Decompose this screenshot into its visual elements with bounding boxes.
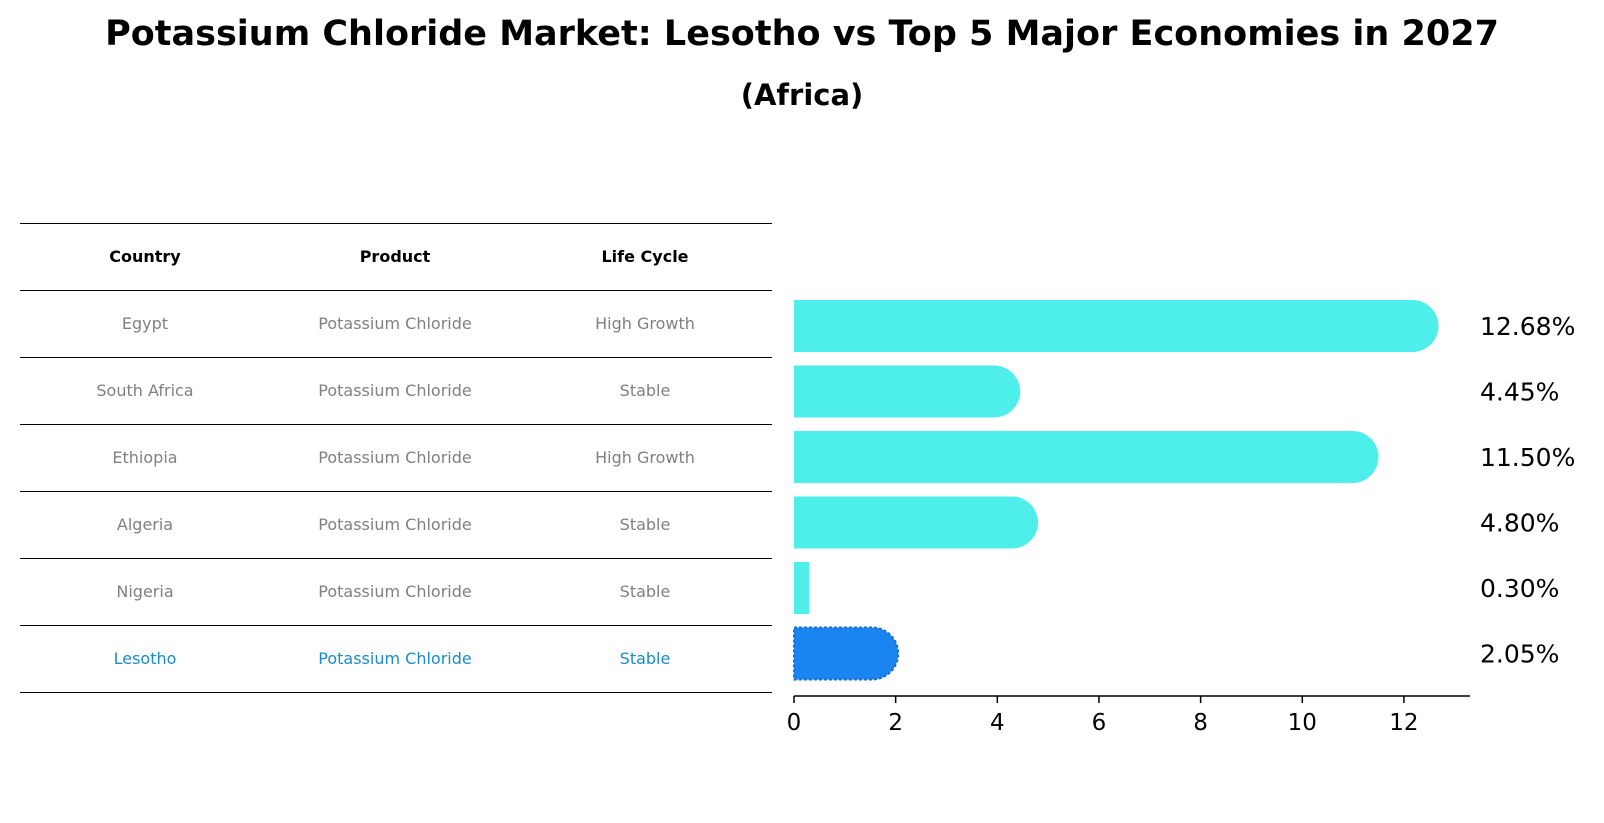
bar [794, 496, 1038, 549]
bar [794, 300, 1439, 352]
x-tick-label: 12 [1389, 710, 1418, 736]
bar [794, 431, 1379, 483]
life-cycle-cell: Stable [619, 582, 671, 601]
bar-value-label: 4.80% [1480, 509, 1559, 538]
x-tick-label: 10 [1288, 710, 1317, 736]
column-header-life-cycle: Life Cycle [601, 247, 689, 266]
bar [794, 365, 1021, 418]
bar-value-label: 4.45% [1480, 378, 1559, 407]
country-cell: Lesotho [113, 649, 177, 668]
x-tick-label: 8 [1193, 710, 1208, 736]
table-row: Ethiopia Potassium Chloride High Growth [20, 424, 772, 491]
product-cell: Potassium Chloride [318, 649, 472, 668]
bar-value-label: 2.05% [1480, 640, 1559, 669]
life-cycle-cell: High Growth [595, 314, 695, 333]
product-cell: Potassium Chloride [318, 515, 472, 534]
product-cell: Potassium Chloride [318, 582, 472, 601]
bar [794, 562, 810, 614]
data-table: Country Product Life Cycle Egypt Potassi… [20, 223, 772, 693]
column-header-product: Product [359, 247, 431, 266]
country-cell: Nigeria [116, 582, 174, 601]
life-cycle-cell: Stable [619, 515, 671, 534]
life-cycle-cell: High Growth [595, 448, 695, 467]
life-cycle-cell: Stable [619, 649, 671, 668]
table-header-row: Country Product Life Cycle [20, 223, 772, 290]
product-cell: Potassium Chloride [318, 314, 472, 333]
x-tick-label: 6 [1092, 710, 1107, 736]
table-row: South Africa Potassium Chloride Stable [20, 357, 772, 424]
bar-value-label: 11.50% [1480, 443, 1575, 472]
product-cell: Potassium Chloride [318, 448, 472, 467]
column-header-country: Country [109, 247, 181, 266]
country-cell: South Africa [96, 381, 194, 400]
table-row: Algeria Potassium Chloride Stable [20, 491, 772, 558]
life-cycle-cell: Stable [619, 381, 671, 400]
bar-value-label: 12.68% [1480, 312, 1575, 341]
chart-subtitle: (Africa) [740, 78, 864, 112]
country-cell: Algeria [116, 515, 174, 534]
table-row: Egypt Potassium Chloride High Growth [20, 290, 772, 357]
chart-title: Potassium Chloride Market: Lesotho vs To… [105, 14, 1499, 54]
x-tick-label: 4 [990, 710, 1005, 736]
bar-highlight [793, 626, 900, 681]
bar-value-label: 0.30% [1480, 574, 1559, 603]
product-cell: Potassium Chloride [318, 381, 472, 400]
table-row-highlight: Lesotho Potassium Chloride Stable [20, 625, 772, 693]
table-row: Nigeria Potassium Chloride Stable [20, 558, 772, 625]
x-tick-label: 2 [888, 710, 903, 736]
country-cell: Egypt [121, 314, 169, 333]
x-tick-label: 0 [787, 710, 802, 736]
country-cell: Ethiopia [112, 448, 178, 467]
